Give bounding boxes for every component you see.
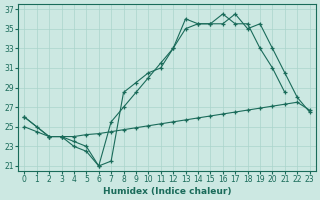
- X-axis label: Humidex (Indice chaleur): Humidex (Indice chaleur): [103, 187, 231, 196]
